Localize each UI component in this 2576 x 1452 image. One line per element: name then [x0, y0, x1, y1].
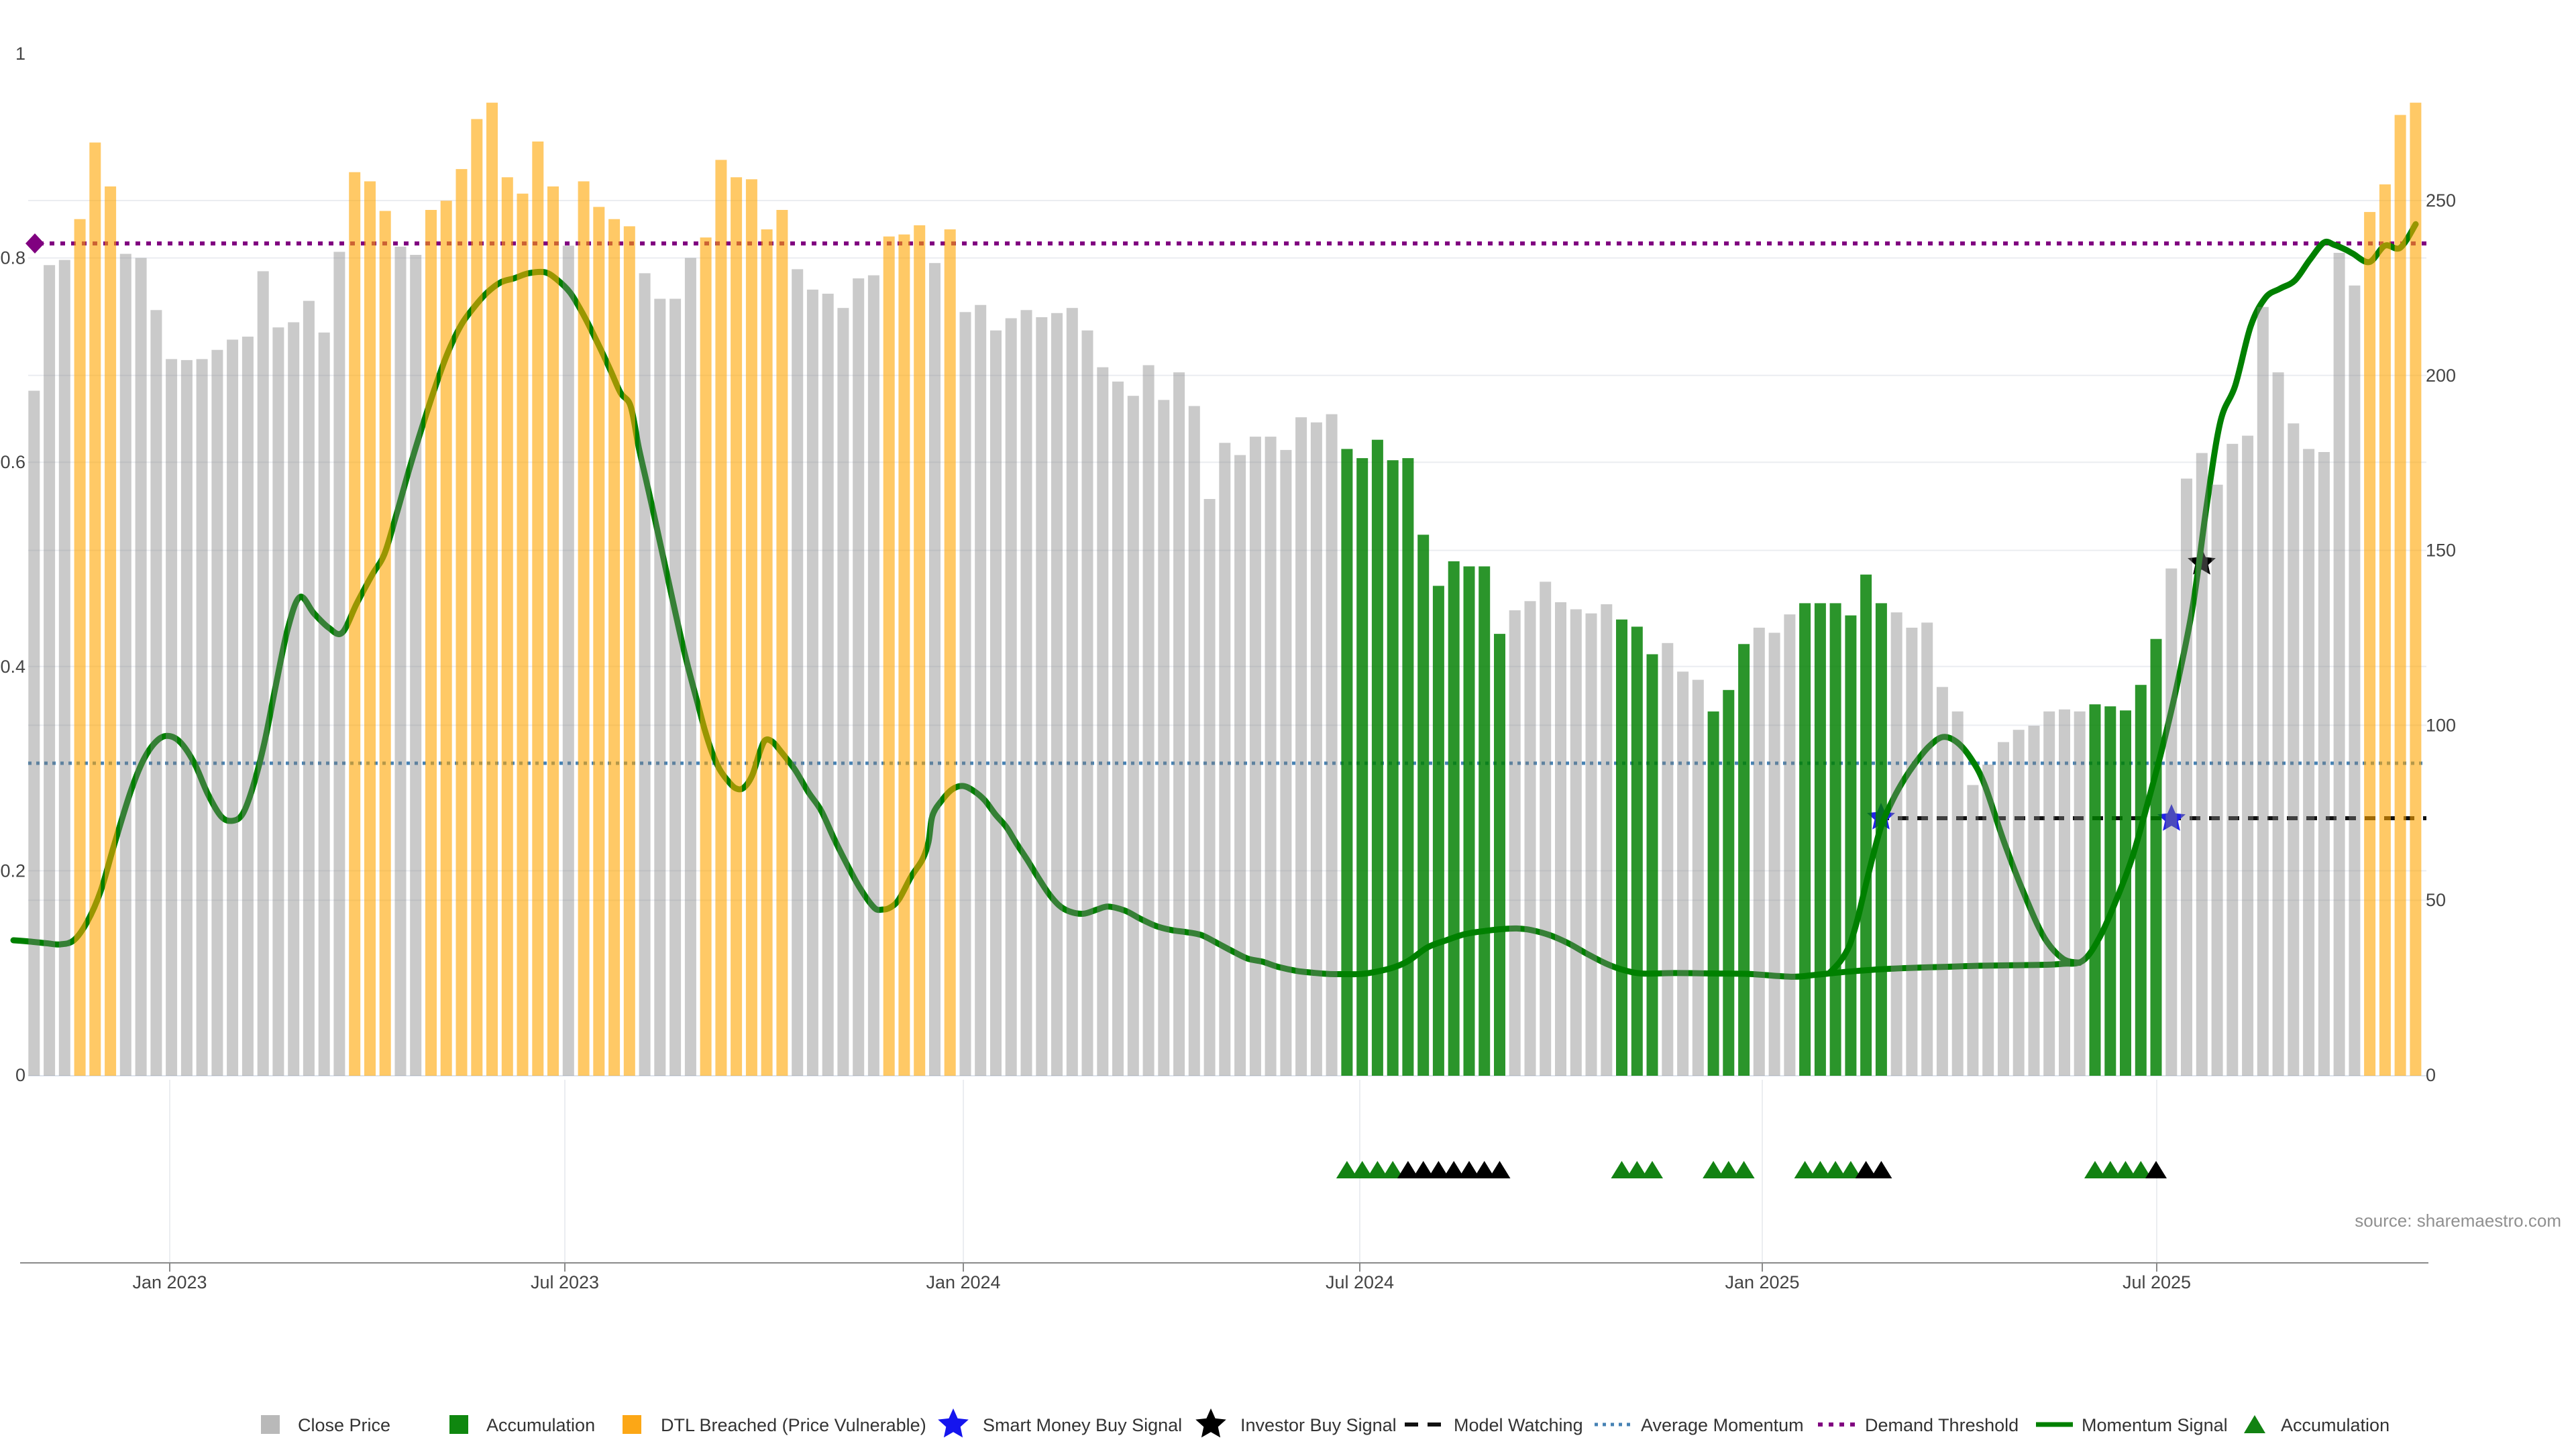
svg-text:DTL Breached (Price Vulnerable: DTL Breached (Price Vulnerable)	[661, 1415, 926, 1435]
svg-text:Jul 2023: Jul 2023	[531, 1272, 599, 1292]
svg-text:Average Momentum: Average Momentum	[1641, 1415, 1804, 1435]
svg-text:Jul 2024: Jul 2024	[1326, 1272, 1394, 1292]
svg-text:Close Price: Close Price	[298, 1415, 390, 1435]
svg-text:Jan 2025: Jan 2025	[1725, 1272, 1799, 1292]
svg-text:Jan 2024: Jan 2024	[926, 1272, 1000, 1292]
svg-text:0.4: 0.4	[0, 657, 25, 677]
svg-text:0.6: 0.6	[0, 452, 25, 472]
svg-text:0.2: 0.2	[0, 860, 25, 881]
svg-text:0: 0	[2426, 1065, 2436, 1085]
svg-text:Investor Buy Signal: Investor Buy Signal	[1240, 1415, 1397, 1435]
svg-text:Accumulation: Accumulation	[2281, 1415, 2390, 1435]
svg-text:0.8: 0.8	[0, 248, 25, 268]
svg-text:1: 1	[15, 44, 25, 64]
svg-text:250: 250	[2426, 190, 2456, 211]
svg-text:Jan 2023: Jan 2023	[132, 1272, 207, 1292]
svg-text:150: 150	[2426, 541, 2456, 561]
svg-text:Jul 2025: Jul 2025	[2123, 1272, 2191, 1292]
svg-text:200: 200	[2426, 366, 2456, 386]
svg-text:Model Watching: Model Watching	[1454, 1415, 1583, 1435]
svg-text:0: 0	[15, 1065, 25, 1085]
svg-text:Accumulation: Accumulation	[486, 1415, 595, 1435]
svg-text:100: 100	[2426, 715, 2456, 735]
svg-text:source: sharemaestro.com: source: sharemaestro.com	[2355, 1211, 2561, 1231]
svg-text:Momentum Signal: Momentum Signal	[2082, 1415, 2228, 1435]
svg-text:50: 50	[2426, 890, 2446, 910]
svg-text:Demand Threshold: Demand Threshold	[1865, 1415, 2019, 1435]
svg-text:Smart Money Buy Signal: Smart Money Buy Signal	[983, 1415, 1182, 1435]
